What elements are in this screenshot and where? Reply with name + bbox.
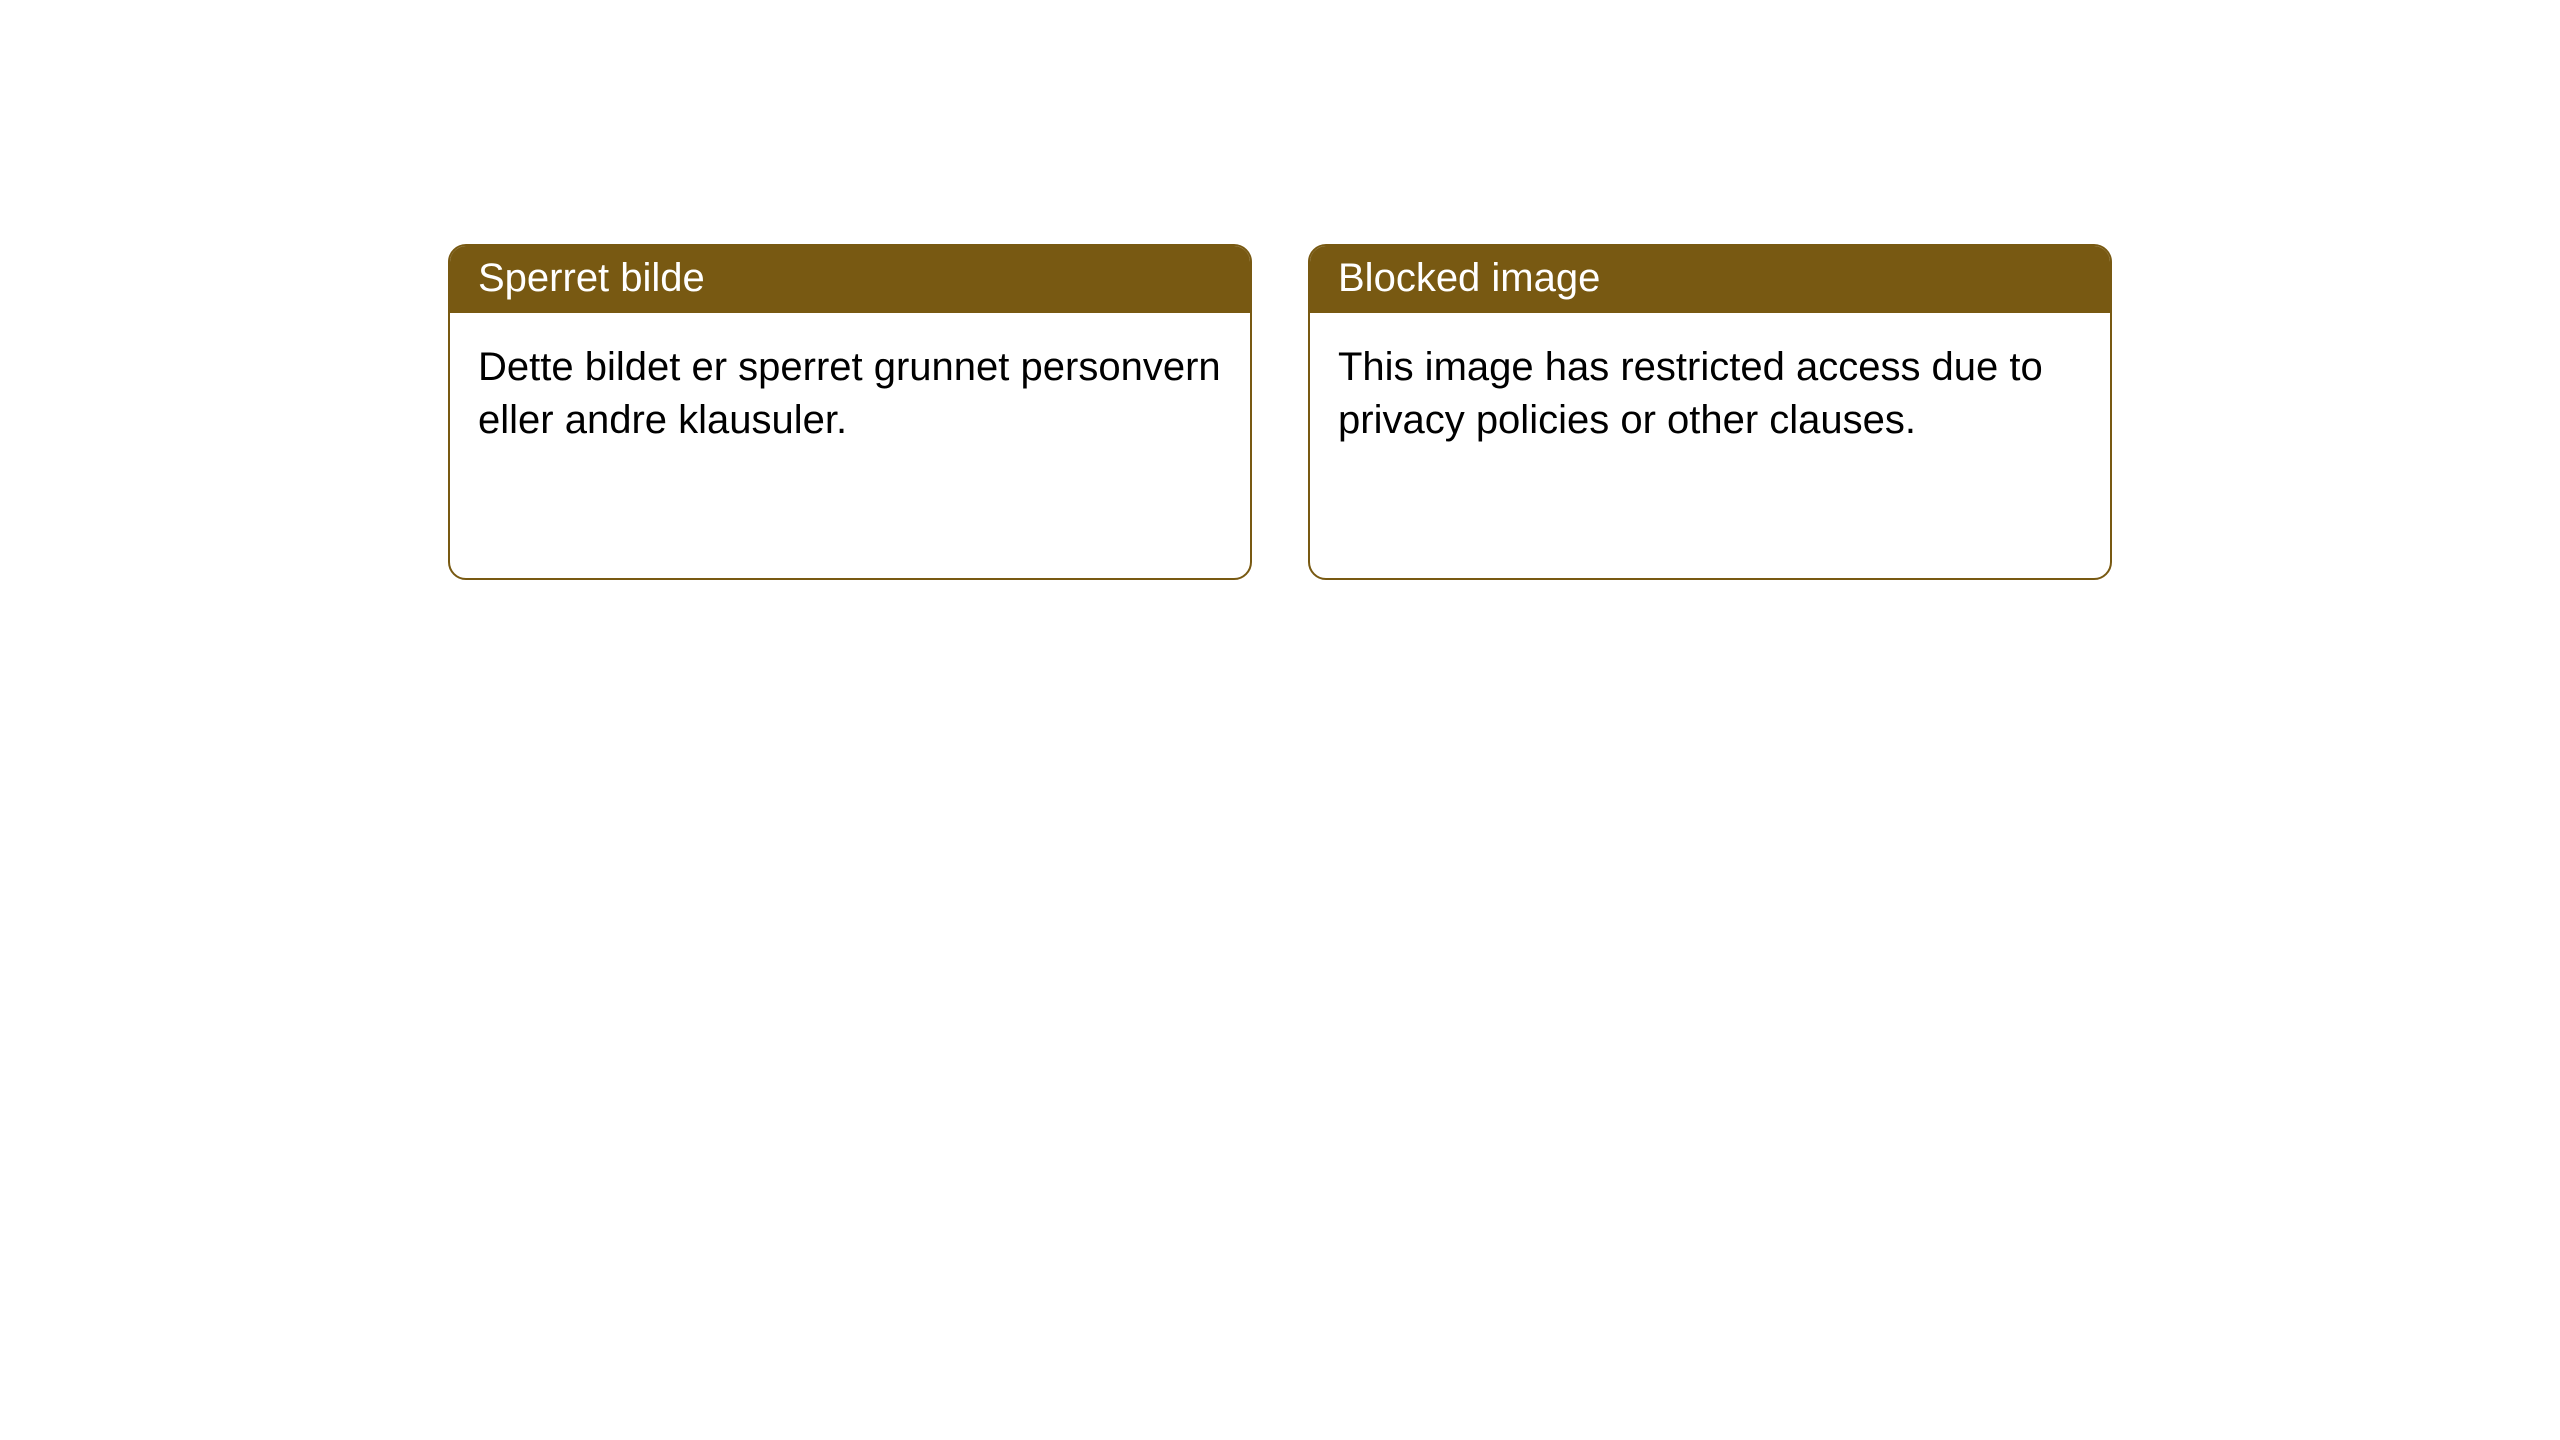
notice-card-english: Blocked image This image has restricted … <box>1308 244 2112 580</box>
notice-container: Sperret bilde Dette bildet er sperret gr… <box>0 0 2560 580</box>
notice-header-norwegian: Sperret bilde <box>450 246 1250 313</box>
notice-body-english: This image has restricted access due to … <box>1310 313 2110 475</box>
notice-card-norwegian: Sperret bilde Dette bildet er sperret gr… <box>448 244 1252 580</box>
notice-body-norwegian: Dette bildet er sperret grunnet personve… <box>450 313 1250 475</box>
notice-header-english: Blocked image <box>1310 246 2110 313</box>
